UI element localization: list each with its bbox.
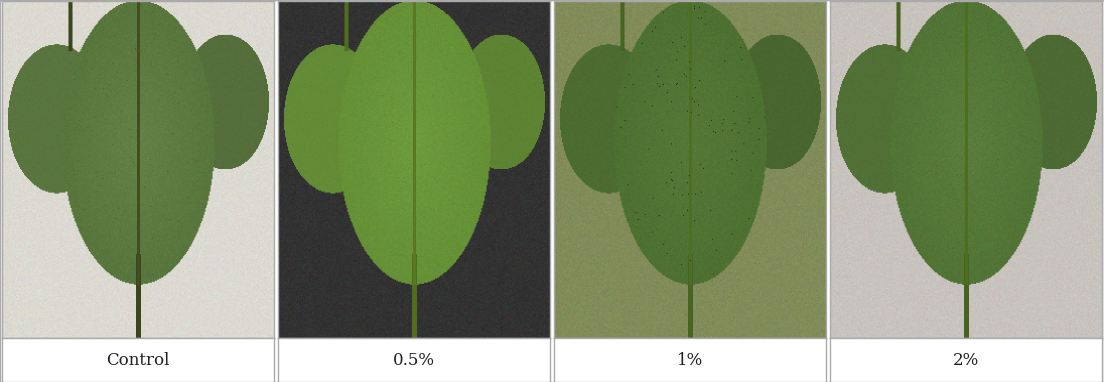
- Text: 1%: 1%: [677, 351, 703, 369]
- Text: 2%: 2%: [953, 351, 979, 369]
- Text: Control: Control: [106, 351, 170, 369]
- Text: 0.5%: 0.5%: [393, 351, 435, 369]
